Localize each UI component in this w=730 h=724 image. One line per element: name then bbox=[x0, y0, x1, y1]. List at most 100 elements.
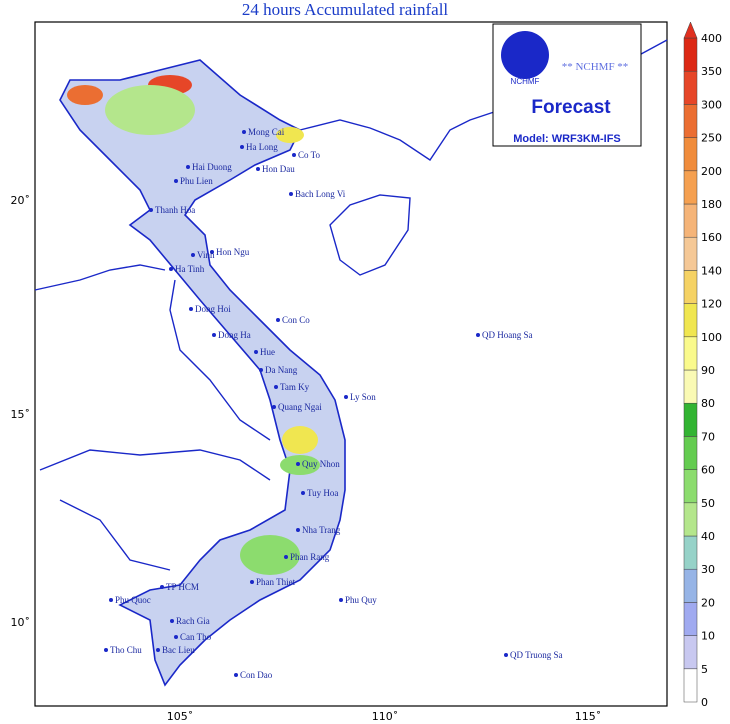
place-dot bbox=[109, 598, 113, 602]
colorbar-segment bbox=[683, 104, 698, 138]
colorbar-segment bbox=[683, 236, 698, 271]
logo-heading: Forecast bbox=[531, 97, 611, 118]
colorbar-segment bbox=[683, 402, 698, 437]
colorbar-label: 30 bbox=[701, 563, 715, 576]
colorbar-label: 400 bbox=[701, 32, 722, 45]
place-label: Hai Duong bbox=[192, 162, 232, 172]
colorbar-arrow bbox=[683, 21, 698, 39]
place-dot bbox=[296, 462, 300, 466]
place-label: Vinh bbox=[197, 250, 215, 260]
colorbar-label: 350 bbox=[701, 65, 722, 78]
place-label: Bac Lieu bbox=[162, 645, 195, 655]
place-dot bbox=[156, 648, 160, 652]
place-dot bbox=[212, 333, 216, 337]
colorbar-label: 160 bbox=[701, 231, 722, 244]
colorbar-label: 140 bbox=[701, 264, 722, 277]
place-dot bbox=[256, 167, 260, 171]
place-label: Quy Nhon bbox=[302, 459, 340, 469]
place-dot bbox=[160, 585, 164, 589]
place-label: Ha Long bbox=[246, 142, 278, 152]
lat-label: 20˚ bbox=[11, 194, 31, 207]
place-dot bbox=[504, 653, 508, 657]
place-dot bbox=[344, 395, 348, 399]
place-label: Bach Long Vi bbox=[295, 189, 346, 199]
rain-patch bbox=[276, 127, 304, 143]
place-dot bbox=[240, 145, 244, 149]
place-label: Quang Ngai bbox=[278, 402, 322, 412]
place-dot bbox=[284, 555, 288, 559]
colorbar-label: 70 bbox=[701, 430, 715, 443]
vietnam-rain-area bbox=[59, 59, 346, 687]
place-label: Con Co bbox=[282, 315, 310, 325]
logo-model: Model: WRF3KM-IFS bbox=[513, 133, 621, 145]
place-dot bbox=[234, 673, 238, 677]
colorbar-segment bbox=[683, 37, 698, 72]
place-dot bbox=[276, 318, 280, 322]
colorbar-label: 50 bbox=[701, 497, 715, 510]
place-dot bbox=[186, 165, 190, 169]
colorbar-segment bbox=[683, 436, 698, 470]
colorbar-label: 10 bbox=[701, 630, 715, 643]
place-dot bbox=[339, 598, 343, 602]
colorbar-segment bbox=[683, 70, 698, 105]
place-dot bbox=[289, 192, 293, 196]
place-label: Hon Ngu bbox=[216, 247, 250, 257]
place-label: Dong Ha bbox=[218, 330, 251, 340]
place-dot bbox=[210, 250, 214, 254]
colorbar-segment bbox=[683, 369, 698, 404]
colorbar-segment bbox=[683, 668, 698, 703]
place-label: Dong Hoi bbox=[195, 304, 231, 314]
colorbar-segment bbox=[683, 502, 698, 537]
place-dot bbox=[169, 267, 173, 271]
colorbar-label: 200 bbox=[701, 165, 722, 178]
rain-patch bbox=[282, 426, 318, 454]
place-dot bbox=[301, 491, 305, 495]
lat-label: 15˚ bbox=[11, 408, 31, 421]
colorbar-label: 90 bbox=[701, 364, 715, 377]
rain-patch bbox=[240, 535, 300, 575]
colorbar-label: 100 bbox=[701, 331, 722, 344]
lon-label: 105˚ bbox=[167, 710, 194, 723]
place-label: TP HCM bbox=[166, 582, 199, 592]
rain-patch bbox=[105, 85, 195, 135]
place-label: Mong Cai bbox=[248, 127, 285, 137]
lat-label: 10˚ bbox=[11, 616, 31, 629]
place-dot bbox=[296, 528, 300, 532]
place-dot bbox=[259, 368, 263, 372]
place-dot bbox=[476, 333, 480, 337]
land-borders bbox=[34, 264, 271, 571]
colorbar-segment bbox=[683, 303, 698, 338]
rain-patches bbox=[67, 75, 320, 575]
place-label: Tam Ky bbox=[280, 382, 310, 392]
place-label: Con Dao bbox=[240, 670, 273, 680]
place-label: Phu Quoc bbox=[115, 595, 151, 605]
colorbar-label: 250 bbox=[701, 132, 722, 145]
place-dot bbox=[292, 153, 296, 157]
colorbar-segment bbox=[683, 170, 698, 205]
place-label: Tuy Hoa bbox=[307, 488, 338, 498]
title: 24 hours Accumulated rainfall bbox=[242, 0, 449, 19]
place-label: Thanh Hoa bbox=[155, 205, 195, 215]
colorbar-label: 0 bbox=[701, 696, 708, 709]
place-dot bbox=[242, 130, 246, 134]
place-label: Ly Son bbox=[350, 392, 376, 402]
lon-label: 115˚ bbox=[575, 710, 602, 723]
place-dot bbox=[254, 350, 258, 354]
place-label: Hon Dau bbox=[262, 164, 295, 174]
logo-emblem bbox=[501, 31, 549, 79]
place-label: Rach Gia bbox=[176, 616, 210, 626]
place-label: Hue bbox=[260, 347, 275, 357]
place-dot bbox=[274, 385, 278, 389]
colorbar-segment bbox=[683, 568, 698, 603]
place-dot bbox=[250, 580, 254, 584]
place-dot bbox=[149, 208, 153, 212]
colorbar-label: 300 bbox=[701, 98, 722, 111]
colorbar-label: 60 bbox=[701, 464, 715, 477]
colorbar-segment bbox=[683, 203, 698, 238]
colorbar-label: 120 bbox=[701, 298, 722, 311]
place-label: Tho Chu bbox=[110, 645, 142, 655]
place-label: QD Truong Sa bbox=[510, 650, 563, 660]
lon-label: 110˚ bbox=[372, 710, 399, 723]
place-label: Phu Quy bbox=[345, 595, 377, 605]
place-dot bbox=[174, 179, 178, 183]
